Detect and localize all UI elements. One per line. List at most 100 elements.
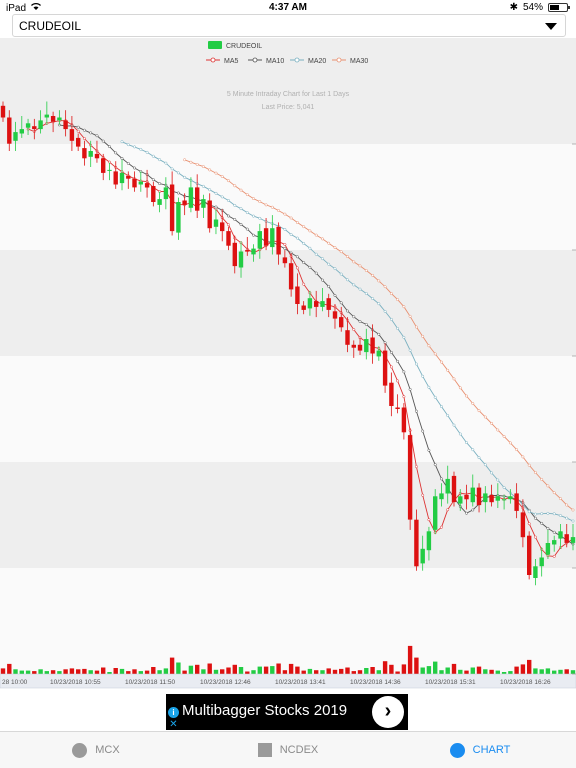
candle-body: [345, 330, 350, 345]
candle-body: [144, 183, 150, 188]
ma-point: [414, 325, 418, 329]
candle-body: [564, 534, 569, 543]
ma-point: [446, 368, 450, 372]
ma-point: [496, 428, 500, 432]
ma-point: [327, 262, 331, 266]
candle-body: [245, 250, 250, 252]
x-tick-label: 10/23/2018 10:55: [50, 679, 101, 686]
chevron-down-icon[interactable]: [545, 23, 557, 30]
ma-point: [164, 161, 168, 165]
symbol-picker[interactable]: CRUDEOIL: [12, 14, 566, 37]
ma-point: [414, 362, 418, 366]
candlestick-chart[interactable]: CRUDEOIL MA5 MA10 MA20 MA30 5 Minute Intrada…: [0, 38, 576, 692]
close-icon[interactable]: ✕: [169, 719, 178, 730]
volume-bar: [558, 669, 563, 675]
volume-bar: [533, 668, 538, 674]
ma-point: [358, 320, 362, 323]
candle-body: [458, 496, 463, 504]
volume-bar: [483, 669, 488, 674]
arrow-right-icon[interactable]: ›: [372, 696, 404, 728]
ma-point: [527, 463, 531, 467]
volume-bar: [564, 669, 569, 674]
candle-body: [0, 105, 6, 118]
ad-banner[interactable]: i ✕ Multibagger Stocks 2019 ›: [166, 694, 408, 730]
chart-area[interactable]: CRUDEOIL MA5 MA10 MA20 MA30 5 Minute Intrada…: [0, 38, 576, 692]
volume-bar: [514, 666, 519, 674]
ma-point: [559, 514, 562, 518]
ma-point: [208, 188, 212, 192]
ma-point: [89, 131, 93, 135]
tab-mcx[interactable]: MCX: [0, 732, 192, 768]
volume-bar: [307, 668, 313, 675]
volume-bar: [7, 663, 12, 674]
volume-bar: [439, 670, 444, 674]
legend-label: MA30: [350, 58, 368, 65]
ma-point: [270, 205, 274, 209]
ma-point: [458, 432, 462, 436]
volume-bar: [395, 671, 400, 674]
volume-bar: [301, 670, 306, 674]
volume-bar: [282, 670, 288, 674]
ma-point: [321, 278, 324, 282]
x-axis: 28 10:00 10/23/2018 10:55 10/23/2018 11:50…: [0, 143, 576, 689]
square-icon: [257, 743, 272, 757]
candle-body: [570, 537, 576, 543]
ma-point: [120, 140, 124, 144]
ma-point: [339, 250, 343, 254]
ma-point: [490, 471, 494, 475]
ma-point: [176, 171, 180, 175]
volume-bar: [364, 668, 369, 674]
candle-body: [483, 493, 488, 503]
candle-body: [220, 222, 225, 232]
ma-point: [108, 145, 111, 149]
ma-point: [333, 267, 337, 271]
tab-ncdex[interactable]: NCDEX: [192, 732, 384, 768]
ma-point: [471, 402, 475, 405]
legend-label: MA10: [266, 58, 284, 65]
ma-point: [346, 309, 349, 313]
legend-label: CRUDEOIL: [226, 43, 262, 50]
ma-point: [527, 510, 531, 514]
info-icon[interactable]: i: [168, 707, 179, 718]
volume-bar: [539, 669, 544, 674]
ma-point: [533, 535, 537, 539]
volume-bar: [101, 667, 106, 674]
ma-point: [189, 160, 193, 164]
candle-body: [50, 116, 56, 122]
volume-bar: [69, 668, 75, 674]
volume-bar: [88, 670, 93, 674]
x-tick-label: 10/23/2018 14:36: [350, 679, 401, 686]
ma-point: [352, 283, 356, 287]
candle-body: [113, 171, 118, 185]
ma-point: [245, 211, 249, 215]
ma-point: [295, 266, 299, 270]
candle-body: [63, 120, 68, 130]
tab-chart[interactable]: CHART: [384, 732, 576, 768]
volume-bar: [0, 668, 6, 674]
ma-point: [321, 237, 324, 241]
volume-bar: [414, 657, 419, 674]
ma-point: [421, 493, 425, 497]
x-tick-label: 10/23/2018 13:41: [275, 679, 326, 686]
ma-point: [471, 508, 475, 512]
chart-title: 5 Minute Intraday Chart for Last 1 Days: [227, 91, 350, 98]
ma-point: [452, 423, 456, 427]
ma-point: [389, 317, 393, 321]
tab-chart-label: CHART: [472, 744, 511, 756]
chart-band: [0, 568, 576, 674]
volume-bar: [445, 667, 450, 674]
candle-body: [520, 512, 526, 538]
ma-point: [227, 214, 230, 218]
ma-point: [245, 227, 249, 231]
ma-point: [533, 471, 537, 474]
ma-point: [220, 195, 224, 199]
volume-bar: [295, 666, 300, 674]
ma-point: [133, 166, 136, 170]
volume-bar: [126, 671, 131, 674]
ma-point: [421, 334, 425, 338]
ma-point: [396, 298, 400, 302]
candle-body: [539, 557, 544, 567]
candle-body: [182, 200, 187, 205]
volume-bar: [527, 659, 532, 675]
ma-point: [239, 222, 243, 226]
